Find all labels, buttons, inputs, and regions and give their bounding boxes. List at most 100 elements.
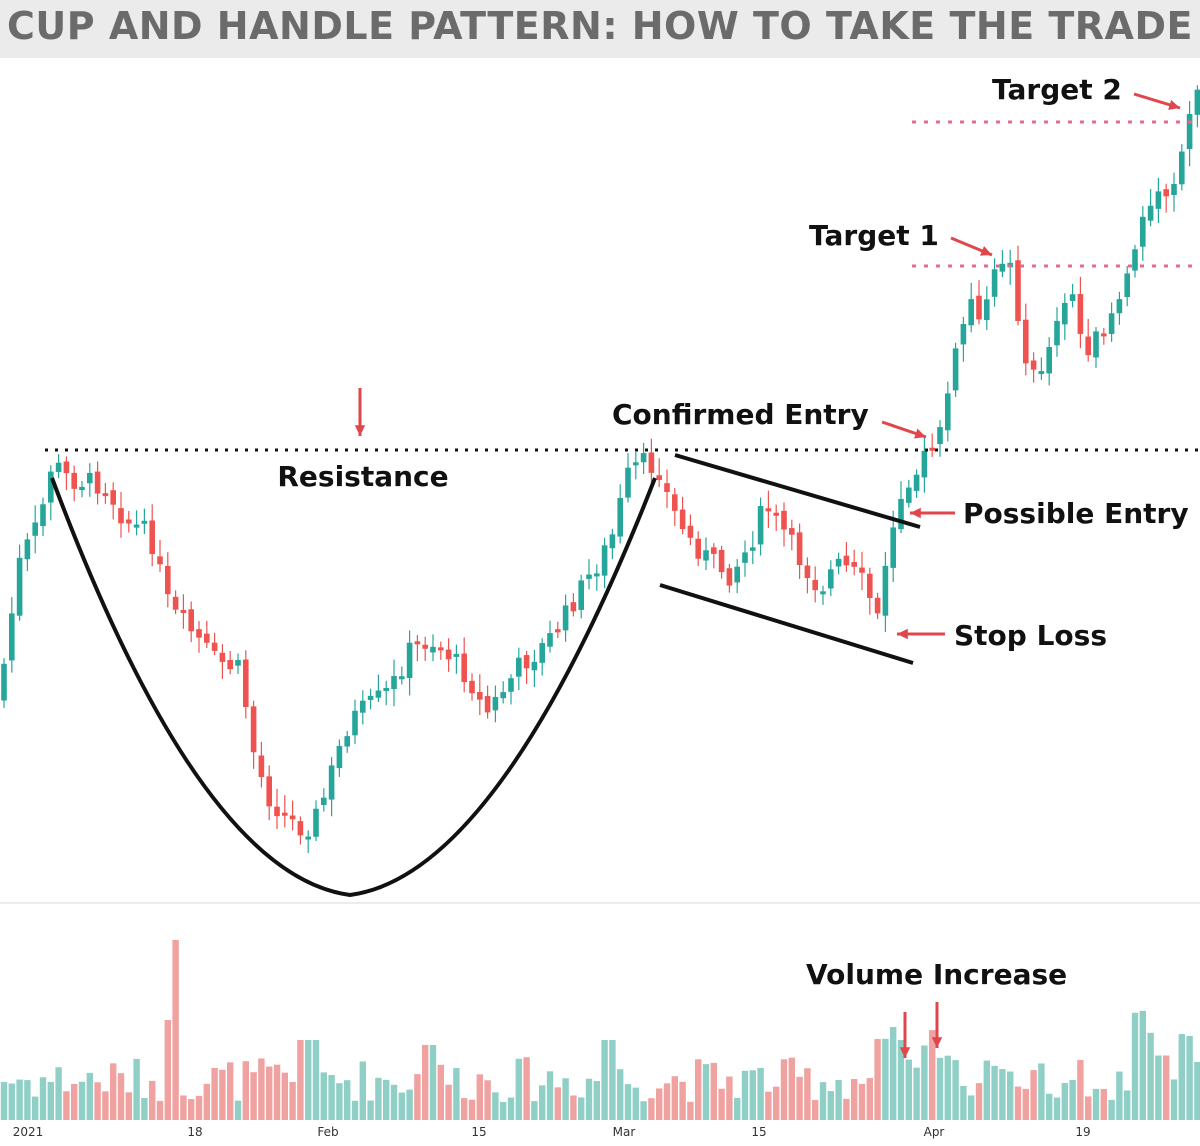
- x-tick-label: 18: [187, 1125, 202, 1139]
- candle-body: [87, 472, 93, 484]
- volume-bar: [851, 1079, 858, 1120]
- candle-body: [313, 808, 319, 837]
- candle-body: [656, 475, 662, 480]
- candle-body: [438, 647, 444, 651]
- volume-bar: [718, 1088, 725, 1120]
- volume-bar: [320, 1072, 327, 1120]
- candle-body: [383, 687, 389, 691]
- candle-body: [1038, 371, 1045, 375]
- x-tick-label: 19: [1075, 1125, 1090, 1139]
- volume-bar: [827, 1091, 834, 1120]
- candle-body: [937, 427, 943, 445]
- candle-body: [516, 657, 522, 677]
- candle-body: [469, 680, 475, 694]
- candle-body: [55, 462, 62, 472]
- candle-body: [453, 653, 460, 657]
- volume-bar: [336, 1083, 343, 1120]
- candle-body: [633, 462, 639, 466]
- volume-bar: [351, 1100, 359, 1120]
- possible-entry-label: Possible Entry: [963, 497, 1189, 530]
- candle-body: [16, 557, 23, 616]
- candle-body: [94, 471, 101, 494]
- volume-bar: [1100, 1088, 1107, 1120]
- volume-bar: [211, 1067, 218, 1120]
- candle-body: [843, 555, 850, 566]
- x-tick-label: 2021: [13, 1125, 44, 1139]
- target-2-arrow: [1133, 92, 1181, 110]
- volume-bar: [375, 1077, 382, 1120]
- volume-bar: [406, 1089, 413, 1120]
- candle-body: [406, 642, 413, 679]
- volume-bar: [86, 1072, 93, 1120]
- candle-body: [734, 566, 740, 583]
- volume-bar: [687, 1101, 694, 1120]
- volume-bar: [1085, 1096, 1092, 1120]
- candle-body: [531, 661, 538, 671]
- candle-body: [1046, 346, 1052, 374]
- volume-bar: [242, 1061, 249, 1120]
- volume-bar: [773, 1086, 780, 1120]
- volume-bar: [1030, 1070, 1037, 1120]
- volume-bar: [929, 1030, 936, 1120]
- target-2-label: Target 2: [992, 73, 1122, 106]
- volume-bar: [258, 1058, 265, 1120]
- candle-body: [617, 497, 623, 537]
- volume-bar: [975, 1083, 983, 1120]
- candle-body: [594, 573, 600, 577]
- volume-bar: [991, 1065, 998, 1120]
- volume-bar: [281, 1072, 288, 1120]
- candle-body: [196, 629, 202, 638]
- candle-body: [984, 299, 990, 321]
- volume-bar: [624, 1084, 632, 1120]
- candle-body: [204, 633, 210, 643]
- candle-body: [157, 556, 163, 565]
- volume-bar: [476, 1074, 483, 1120]
- candle-body: [63, 461, 70, 474]
- resistance-arrow: [354, 388, 366, 436]
- candle-body: [219, 652, 226, 662]
- volume-increase-label: Volume Increase: [806, 958, 1067, 991]
- title-bar: CUP AND HANDLE PATTERN: HOW TO TAKE THE …: [0, 0, 1200, 58]
- candle-body: [625, 467, 631, 498]
- volume-bar: [1139, 1010, 1146, 1120]
- stop-loss-label: Stop Loss: [954, 619, 1107, 652]
- candle-body: [664, 483, 670, 492]
- volume-bar: [609, 1040, 616, 1120]
- volume-bar: [24, 1080, 31, 1120]
- candle-body: [149, 520, 155, 555]
- candle-body: [750, 547, 756, 551]
- chart-background: [0, 58, 1200, 1146]
- candle-body: [851, 562, 857, 567]
- candle-body: [1163, 189, 1169, 197]
- volume-bar: [1022, 1088, 1029, 1120]
- candle-body: [976, 295, 982, 320]
- volume-bar: [671, 1076, 678, 1120]
- volume-bar: [492, 1092, 499, 1120]
- volume-bar: [1108, 1099, 1115, 1120]
- candle-body: [1194, 89, 1200, 115]
- candle-body: [1023, 319, 1029, 364]
- candle-body: [1, 663, 7, 701]
- candle-body: [703, 550, 709, 561]
- candle-body: [477, 691, 483, 700]
- candle-body: [289, 815, 296, 820]
- volume-bar: [936, 1057, 944, 1120]
- candle-body: [820, 591, 826, 595]
- candle-body: [235, 660, 241, 666]
- volume-bar: [133, 1058, 140, 1120]
- candle-body: [1179, 151, 1185, 185]
- candle-body: [945, 393, 951, 431]
- volume-bar: [289, 1082, 296, 1120]
- candle-body: [952, 348, 959, 391]
- candle-body: [461, 653, 467, 683]
- volume-bar: [39, 1077, 47, 1120]
- candle-body: [211, 642, 218, 651]
- volume-bar: [531, 1101, 538, 1120]
- candle-body: [360, 700, 366, 713]
- volume-bar: [523, 1057, 530, 1120]
- candle-body: [40, 504, 46, 527]
- candle-body: [336, 745, 343, 769]
- volume-bar: [585, 1078, 593, 1120]
- candle-body: [648, 452, 655, 473]
- volume-bar: [648, 1098, 655, 1120]
